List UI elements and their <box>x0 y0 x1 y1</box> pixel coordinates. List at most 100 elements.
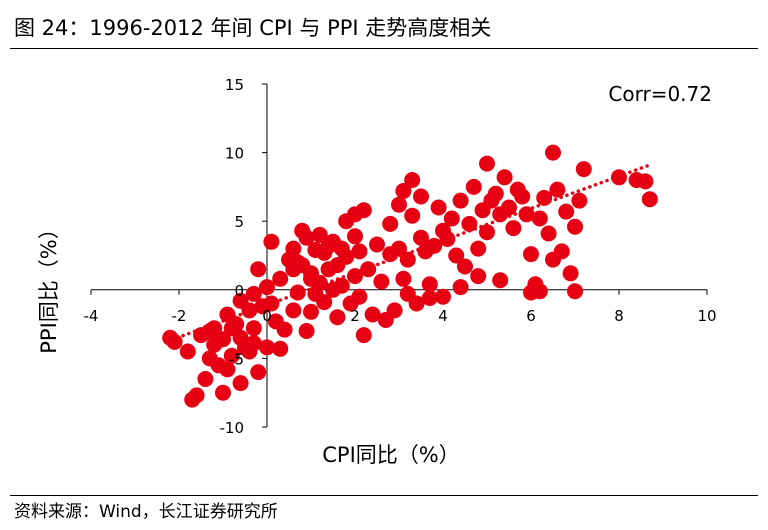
data-point <box>448 247 465 264</box>
data-point <box>637 173 654 190</box>
data-point <box>245 320 262 337</box>
figure-label: 图 24： <box>14 16 90 40</box>
y-tick-label: -5 <box>229 350 244 368</box>
y-tick-label: 10 <box>225 145 244 163</box>
data-point <box>311 226 328 243</box>
y-axis-title: PPI同比（%） <box>37 218 61 353</box>
data-point <box>545 251 561 268</box>
data-point <box>391 240 407 257</box>
data-point <box>465 178 482 195</box>
data-point <box>457 258 473 275</box>
x-tick-label: -2 <box>172 307 187 325</box>
data-point <box>347 268 363 285</box>
data-point <box>567 283 583 300</box>
data-point <box>338 248 355 265</box>
figure-title: 图 24：1996-2012 年间 CPI 与 PPI 走势高度相关 <box>14 14 491 42</box>
data-point <box>259 339 275 356</box>
data-point <box>263 233 280 250</box>
data-point <box>250 364 267 381</box>
data-point <box>245 285 262 302</box>
data-point <box>413 188 429 205</box>
data-point <box>272 270 289 287</box>
y-tick-label: -10 <box>220 419 245 437</box>
x-tick-label: 8 <box>614 307 624 325</box>
x-tick-label: 6 <box>526 307 536 325</box>
x-axis-title: CPI同比（%） <box>322 443 459 467</box>
x-tick-label: 10 <box>697 307 716 325</box>
data-point <box>232 375 249 392</box>
data-point <box>215 384 231 401</box>
data-point <box>360 261 377 278</box>
data-point <box>452 279 469 296</box>
data-point <box>298 323 315 339</box>
data-point <box>259 279 275 296</box>
data-point <box>355 327 372 344</box>
data-point <box>219 306 236 323</box>
data-point <box>245 335 262 352</box>
data-point <box>492 272 509 289</box>
data-point <box>179 343 196 360</box>
data-point <box>496 169 513 186</box>
data-point <box>487 185 504 202</box>
y-tick-label: 5 <box>234 213 244 231</box>
data-point <box>215 331 231 348</box>
data-point <box>386 302 403 319</box>
data-point <box>501 199 517 216</box>
data-point <box>461 215 478 232</box>
data-point <box>355 202 372 219</box>
data-point <box>241 302 258 319</box>
data-point <box>232 329 249 346</box>
data-point <box>285 302 302 319</box>
data-point <box>369 236 385 253</box>
data-point <box>395 183 412 199</box>
trend-line <box>164 163 652 344</box>
source-note: 资料来源：Wind，长江证券研究所 <box>14 502 278 522</box>
corr-annotation: Corr=0.72 <box>608 82 712 106</box>
data-point <box>421 276 438 293</box>
data-point <box>276 321 293 338</box>
figure-title-text: 1996-2012 年间 CPI 与 PPI 走势高度相关 <box>89 16 492 40</box>
data-point <box>197 371 214 387</box>
data-point <box>479 155 495 172</box>
data-point <box>470 268 487 285</box>
data-point <box>470 240 487 257</box>
data-point <box>430 199 447 216</box>
data-point <box>399 251 416 268</box>
data-point <box>285 240 302 257</box>
x-tick-label: 2 <box>350 307 360 325</box>
data-point <box>505 220 522 237</box>
data-point <box>408 295 425 312</box>
data-point <box>373 273 390 290</box>
data-point <box>223 347 240 364</box>
data-point <box>545 144 561 161</box>
data-point <box>351 288 368 305</box>
data-point <box>188 387 205 404</box>
data-point <box>347 228 363 245</box>
y-tick-label: 0 <box>234 282 244 300</box>
data-point <box>351 243 368 260</box>
data-point <box>263 295 280 312</box>
data-point <box>333 277 350 294</box>
data-point <box>272 340 289 357</box>
chart-trendline <box>164 163 652 344</box>
data-point <box>413 229 429 246</box>
data-point <box>364 306 381 323</box>
chart-points <box>162 144 658 408</box>
data-point <box>540 225 557 242</box>
data-point <box>395 270 412 287</box>
data-point <box>558 203 575 220</box>
data-point <box>391 196 407 213</box>
data-point <box>329 309 346 326</box>
data-point <box>219 361 236 378</box>
data-point <box>567 218 583 235</box>
x-tick-label: 0 <box>262 307 272 325</box>
source-rule <box>10 495 758 496</box>
data-point <box>404 207 421 224</box>
data-point <box>549 181 566 198</box>
data-point <box>404 172 421 188</box>
data-point <box>531 210 548 227</box>
scatter-chart: -4 -2 0 2 4 6 8 10 -10 -5 0 5 10 15 Corr=0.72 CPI同比（%） P… <box>37 76 717 467</box>
data-point <box>531 283 548 300</box>
data-point <box>316 294 333 311</box>
data-point <box>514 188 531 205</box>
